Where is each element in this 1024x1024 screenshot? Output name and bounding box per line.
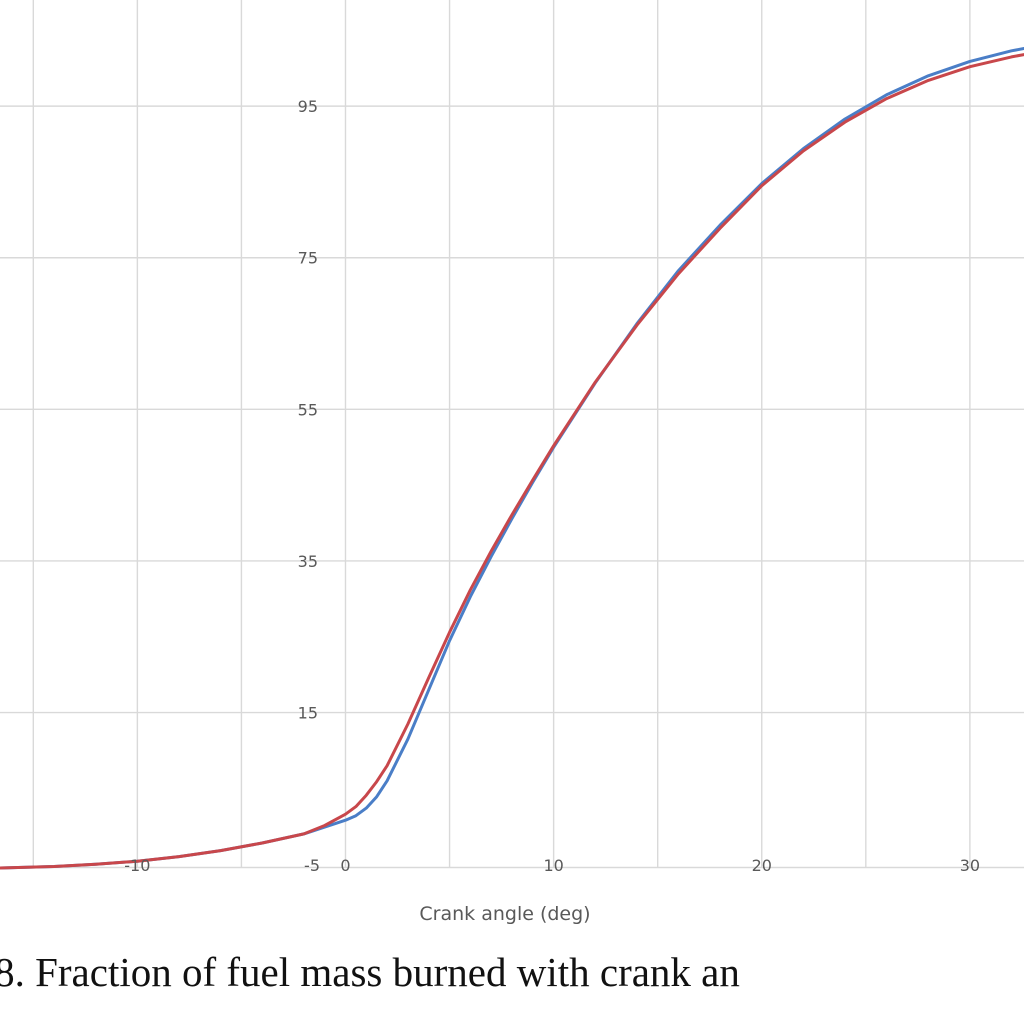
y-tick-label: 75 (298, 249, 318, 268)
chart-series (0, 47, 1024, 870)
y-tick-label: 35 (298, 552, 318, 571)
figure-caption: re 8. Fraction of fuel mass burned with … (0, 949, 740, 995)
y-tick-label: 15 (298, 704, 318, 723)
x-tick-label: 0 (340, 856, 350, 875)
x-tick-label: 20 (752, 856, 772, 875)
x-tick-labels: -10 0 10 20 30 -5 (124, 856, 980, 875)
y-tick-label: 55 (298, 400, 318, 419)
burned-mass-chart: 15 35 55 75 95 -10 0 10 20 30 -5 Crank angle (deg… (0, 0, 1024, 925)
extra-tick-label: -5 (304, 856, 320, 875)
chart-grid (0, 0, 1024, 869)
y-tick-label: 95 (298, 97, 318, 116)
series-line (0, 53, 1024, 870)
x-tick-label: 30 (960, 856, 980, 875)
x-axis-title: Crank angle (deg) (419, 903, 590, 925)
x-tick-label: 10 (543, 856, 563, 875)
x-tick-label: -10 (124, 856, 150, 875)
y-tick-labels: 15 35 55 75 95 (298, 97, 318, 722)
series-line (0, 47, 1024, 870)
